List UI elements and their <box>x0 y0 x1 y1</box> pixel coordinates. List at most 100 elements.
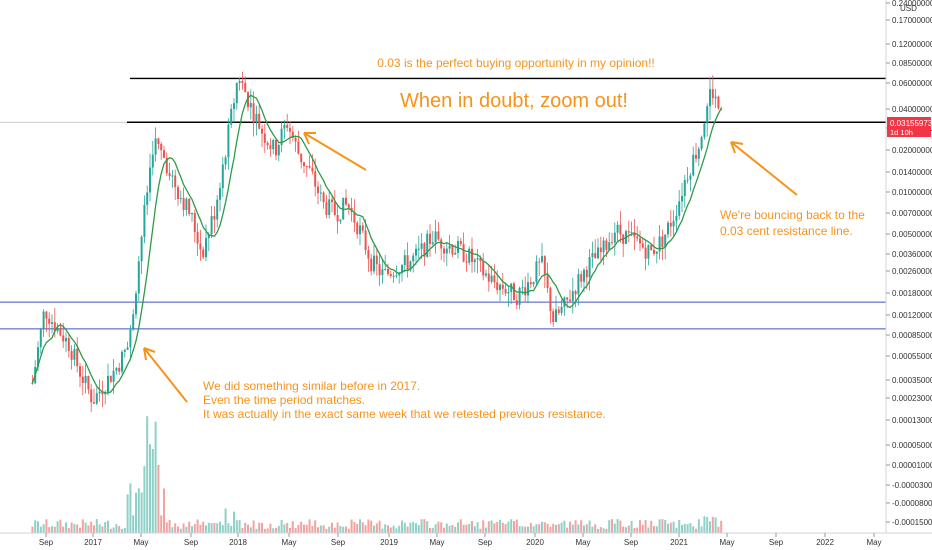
volume-bar <box>619 520 622 533</box>
volume-bar <box>132 515 135 533</box>
candle-body <box>557 309 560 313</box>
candle-body <box>210 216 213 235</box>
volume-bar <box>653 526 655 533</box>
volume-bar <box>434 524 437 533</box>
candle-body <box>196 232 199 244</box>
candle-body <box>126 347 129 350</box>
candle-body <box>305 166 308 168</box>
candle-body <box>605 240 608 250</box>
candle-body <box>580 274 583 282</box>
volume-bar <box>661 519 664 533</box>
volume-bar <box>504 524 507 533</box>
candle-body <box>308 166 311 168</box>
volume-bar <box>406 526 409 533</box>
candle-body <box>151 154 154 168</box>
volume-bar <box>305 524 308 533</box>
candles <box>31 71 723 412</box>
volume-bar <box>412 521 415 533</box>
candle-body <box>445 248 448 254</box>
volume-bar <box>48 527 51 533</box>
candle-body <box>569 299 571 302</box>
candle-body <box>289 127 291 132</box>
candle-body <box>233 103 235 109</box>
volume-bar <box>395 528 398 533</box>
volume-bar <box>140 492 143 533</box>
candle-body <box>333 202 336 215</box>
volume-bar <box>87 525 90 533</box>
candle-body <box>619 224 622 235</box>
candle-body <box>87 376 90 390</box>
volume-bar <box>700 526 703 533</box>
volume-bar <box>471 521 473 533</box>
volume-bar <box>224 508 227 533</box>
candle-body <box>524 287 527 296</box>
volume-bar <box>213 522 216 533</box>
candle-body <box>39 328 42 348</box>
volume-bar <box>420 519 423 533</box>
volume-bar <box>177 526 179 533</box>
volume-bar <box>529 522 532 533</box>
candle-body <box>154 138 157 155</box>
volume-bar <box>45 519 48 533</box>
volume-bar <box>714 517 717 533</box>
time-axis[interactable]: Sep 2017 May Sep 2018 May Sep 2019 May Sep 2020 May… <box>39 533 882 547</box>
candle-body <box>409 261 412 271</box>
volume-bar <box>182 523 185 533</box>
volume-bar <box>333 527 336 533</box>
candle-body <box>398 273 401 276</box>
volume-bar <box>560 522 563 533</box>
candle-body <box>669 222 672 227</box>
y-tick-label: 0.08500000 <box>892 59 932 68</box>
candle-body <box>280 128 283 146</box>
candle-body <box>616 224 619 233</box>
candle-body <box>644 247 647 259</box>
volume-bar <box>616 519 619 533</box>
volume-bar <box>454 526 457 533</box>
volume-bar <box>675 527 678 533</box>
candle-body <box>193 213 196 233</box>
x-tick-label: 2021 <box>670 538 688 547</box>
volume-bar <box>280 520 283 533</box>
candle-body <box>583 269 585 282</box>
volume-bar <box>630 520 633 533</box>
currency-label: USD <box>900 4 917 13</box>
candle-body <box>529 282 532 285</box>
volume-bar <box>53 526 56 533</box>
candle-body <box>370 258 373 272</box>
volume-bar <box>359 519 361 533</box>
candle-body <box>532 282 535 285</box>
x-tick-label: 2019 <box>380 538 398 547</box>
y-tick-label: 0.04000000 <box>892 105 932 114</box>
volume-bar <box>709 521 711 533</box>
candle-body <box>468 248 471 263</box>
volume-bar <box>650 520 653 533</box>
volume-bar <box>193 524 196 533</box>
volume-bar <box>524 526 527 533</box>
candle-body <box>109 375 112 382</box>
volume-bar <box>95 519 98 533</box>
volume-bar <box>499 519 501 533</box>
candle-body <box>160 143 163 151</box>
y-tick-label: 0.00700000 <box>892 209 932 218</box>
x-tick-label: 2018 <box>229 538 247 547</box>
y-tick-label: 0.01400000 <box>892 168 932 177</box>
candle-body <box>417 248 420 250</box>
candle-body <box>406 255 409 271</box>
candle-body <box>681 195 683 202</box>
candle-body <box>454 252 457 255</box>
candle-body <box>538 261 541 263</box>
candle-body <box>277 145 280 156</box>
candle-body <box>401 265 403 274</box>
candle-body <box>658 236 661 252</box>
candle-body <box>689 175 692 180</box>
x-tick-label: Sep <box>184 538 199 547</box>
volume-bar <box>37 521 39 533</box>
volume-bar <box>667 523 669 533</box>
candle-body <box>244 82 247 93</box>
volume-bar <box>311 525 314 533</box>
candle-body <box>387 268 389 275</box>
volume-bar <box>703 516 706 533</box>
candle-body <box>636 236 639 239</box>
price-axis[interactable]: 0.24000000 0.17000000 0.12000000 0.08500000… <box>886 0 932 527</box>
volume-bar <box>375 523 378 533</box>
